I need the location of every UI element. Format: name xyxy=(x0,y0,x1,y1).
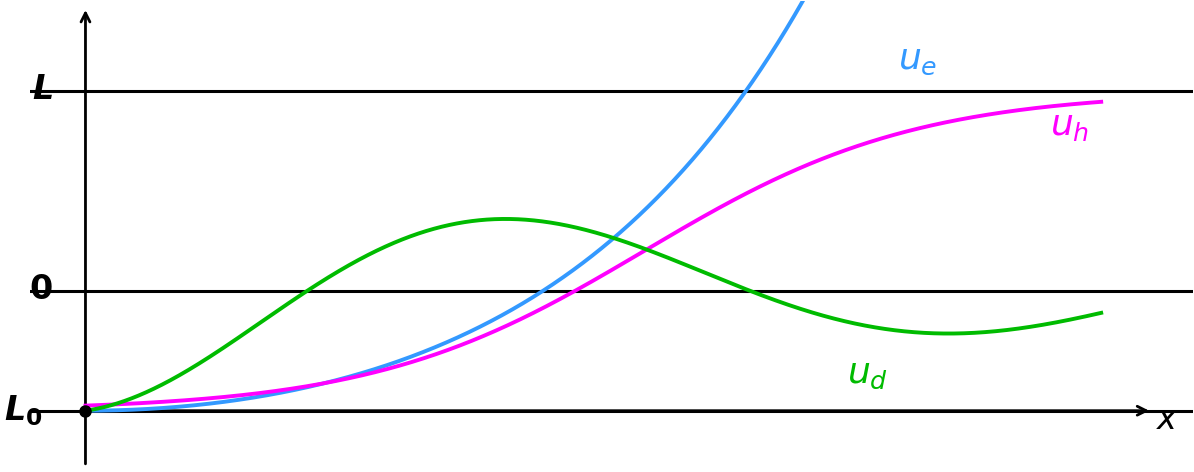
Text: $\mathit{u}_{\mathit{d}}$: $\mathit{u}_{\mathit{d}}$ xyxy=(848,359,888,391)
Text: $\mathit{u}_{\mathit{h}}$: $\mathit{u}_{\mathit{h}}$ xyxy=(1051,111,1090,143)
Text: $\mathbf{0}$: $\mathbf{0}$ xyxy=(30,276,53,306)
Text: $\mathit{x}$: $\mathit{x}$ xyxy=(1156,406,1178,436)
Text: $\bfit{L}$: $\bfit{L}$ xyxy=(32,76,53,106)
Text: $\bfit{L}_{\mathbf{0}}$: $\bfit{L}_{\mathbf{0}}$ xyxy=(4,393,43,428)
Text: $\mathit{u}_{\mathit{e}}$: $\mathit{u}_{\mathit{e}}$ xyxy=(898,45,937,77)
